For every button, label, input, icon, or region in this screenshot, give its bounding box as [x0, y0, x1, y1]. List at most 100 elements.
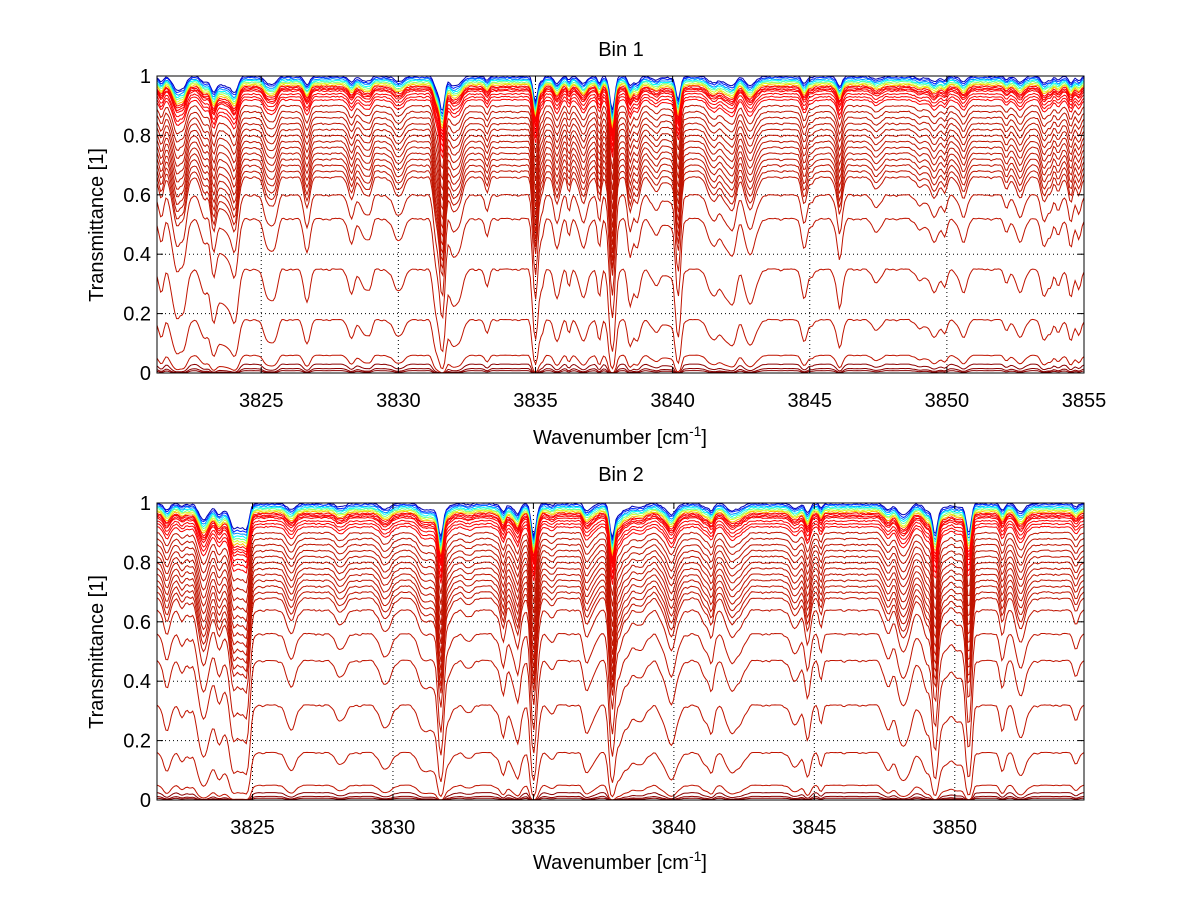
series-line: [157, 555, 1084, 637]
series-line: [157, 170, 1084, 270]
series-line: [157, 597, 1084, 696]
series-line: [157, 751, 1084, 798]
y-tick-label: 0.2: [123, 304, 151, 326]
series-line: [157, 92, 1084, 148]
x-axis-label-superscript: -1: [689, 848, 702, 864]
series-line: [157, 543, 1084, 617]
y-tick-label: 0.8: [123, 552, 151, 574]
tick-labels: 3825 3830 3835 3840 3845 3850 3855 0 0.2 0.4 0.6 0.…: [123, 66, 1106, 412]
y-tick-label: 0.2: [123, 731, 151, 753]
x-tick-label: 3845: [792, 817, 837, 839]
series-line: [157, 363, 1084, 374]
x-tick-label: 3840: [650, 390, 695, 412]
series-line: [157, 531, 1084, 596]
series-line: [157, 792, 1084, 801]
series-line: [157, 268, 1084, 353]
x-tick-label: 3850: [933, 817, 978, 839]
series-line: [157, 579, 1084, 672]
series-line: [157, 573, 1084, 664]
series-line: [157, 77, 1084, 119]
series-line: [157, 122, 1084, 202]
series-line: [157, 784, 1084, 801]
chart-title: Bin 1: [598, 39, 644, 61]
series-line: [157, 513, 1084, 562]
y-tick-label: 1: [140, 66, 151, 88]
tick-labels: 3825 3830 3835 3840 3845 3850 0 0.2 0.4 0.6 0.8 1: [123, 493, 1084, 839]
series-line: [157, 128, 1084, 211]
series-line: [157, 507, 1084, 551]
series-line: [157, 104, 1084, 170]
series-line: [157, 512, 1084, 560]
series-line: [157, 632, 1084, 735]
series-line: [157, 95, 1084, 155]
series-line: [157, 549, 1084, 627]
series-line: [157, 82, 1084, 127]
series-line: [157, 504, 1084, 545]
x-tick-label: 3825: [239, 390, 284, 412]
series-line: [157, 110, 1084, 181]
x-axis-label: Wavenumber [cm-1]: [533, 423, 707, 449]
series-line: [157, 146, 1084, 239]
series-line: [157, 503, 1084, 543]
series-line: [157, 318, 1084, 370]
x-tick-label: 3850: [925, 390, 970, 412]
series-line: [157, 659, 1084, 757]
series-line: [157, 525, 1084, 585]
series-line: [157, 88, 1084, 139]
x-tick-label: 3825: [230, 817, 275, 839]
y-axis-label: Transmittance [1]: [86, 148, 108, 302]
series-line: [157, 591, 1084, 688]
y-tick-label: 0.4: [123, 671, 151, 693]
series-line: [157, 134, 1084, 221]
series-line: [157, 79, 1084, 121]
series-line: [157, 370, 1084, 374]
series-line: [157, 585, 1084, 681]
x-axis-label-suffix: ]: [701, 427, 707, 449]
series-line: [157, 509, 1084, 553]
x-axis-label-main: Wavenumber [cm: [533, 427, 689, 449]
series-line: [157, 193, 1084, 298]
series-line: [157, 164, 1084, 261]
x-tick-label: 3840: [652, 817, 697, 839]
series-line: [157, 86, 1084, 137]
series-line: [157, 176, 1084, 278]
series-line: [157, 98, 1084, 160]
plot-area-frame: [156, 502, 1085, 801]
x-tick-label: 3855: [1062, 390, 1107, 412]
series-line: [157, 522, 1084, 580]
series-line: [157, 217, 1084, 320]
series-line: [157, 515, 1084, 565]
series-line: [157, 80, 1084, 125]
plot-area-frame: [156, 75, 1085, 374]
series-line: [157, 89, 1084, 143]
series-line: [157, 567, 1084, 655]
x-tick-label: 3830: [376, 390, 421, 412]
x-axis-label: Wavenumber [cm-1]: [533, 848, 707, 874]
series-group: [157, 75, 1084, 374]
x-axis-label-superscript: -1: [689, 423, 702, 439]
x-tick-label: 3835: [511, 817, 556, 839]
series-line: [157, 561, 1084, 646]
series-line: [157, 116, 1084, 192]
y-tick-label: 1: [140, 493, 151, 515]
x-axis-label-main: Wavenumber [cm: [533, 852, 689, 874]
series-line: [157, 537, 1084, 607]
series-line: [157, 510, 1084, 556]
series-line: [157, 367, 1084, 374]
series-line: [157, 519, 1084, 574]
x-axis-label-suffix: ]: [701, 852, 707, 874]
series-line: [157, 152, 1084, 246]
panel-bin-2: Bin 2 Transmittance [1] Wavenumber [cm-1…: [86, 464, 1085, 874]
y-tick-label: 0: [140, 790, 151, 812]
series-line: [157, 354, 1084, 374]
series-line: [157, 609, 1084, 710]
y-tick-label: 0.8: [123, 125, 151, 147]
y-tick-label: 0.6: [123, 612, 151, 634]
x-tick-label: 3830: [371, 817, 416, 839]
y-tick-label: 0.4: [123, 244, 151, 266]
series-line: [157, 158, 1084, 255]
y-tick-label: 0.6: [123, 185, 151, 207]
y-axis-label: Transmittance [1]: [86, 575, 108, 729]
x-tick-label: 3845: [787, 390, 832, 412]
